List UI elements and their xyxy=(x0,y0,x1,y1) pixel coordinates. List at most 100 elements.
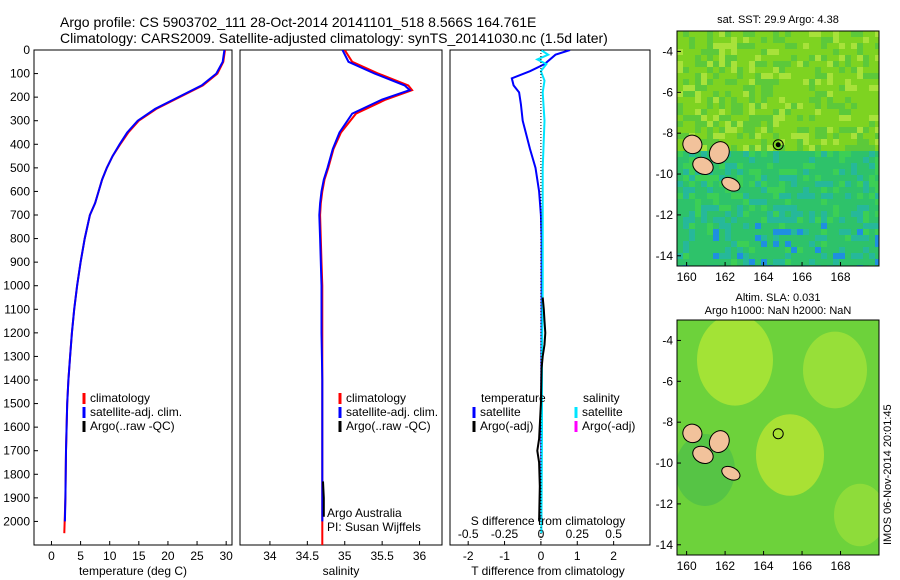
sst-cell xyxy=(845,187,851,193)
sst-cell xyxy=(875,217,879,223)
sst-cell xyxy=(797,229,803,235)
sst-cell xyxy=(857,175,863,181)
sst-cell xyxy=(809,229,815,235)
x-tick-label: 34.5 xyxy=(296,549,320,563)
sst-cell xyxy=(857,139,863,145)
legend-label: Argo(..raw -QC) xyxy=(346,419,431,433)
sst-cell xyxy=(731,121,737,127)
sst-cell xyxy=(869,91,875,97)
sst-cell xyxy=(809,97,815,103)
sst-cell xyxy=(701,43,707,49)
sst-cell xyxy=(869,97,875,103)
sst-cell xyxy=(749,145,755,151)
sst-cell xyxy=(791,91,797,97)
sst-cell xyxy=(779,115,785,121)
sst-cell xyxy=(677,67,683,73)
sst-cell xyxy=(695,37,701,43)
sst-cell xyxy=(755,127,761,133)
sst-cell xyxy=(875,247,879,253)
sst-cell xyxy=(797,121,803,127)
sst-cell xyxy=(761,199,767,205)
sst-cell xyxy=(863,223,869,229)
sst-cell xyxy=(773,235,779,241)
sst-cell xyxy=(791,79,797,85)
sst-cell xyxy=(821,91,827,97)
sst-cell xyxy=(869,49,875,55)
sst-cell xyxy=(779,109,785,115)
sst-cell xyxy=(755,67,761,73)
sst-cell xyxy=(749,85,755,91)
sst-cell xyxy=(809,73,815,79)
salinity-panel: 34 34.5 35 35.5 36 salinity climatologysatel… xyxy=(239,49,443,578)
sst-cell xyxy=(701,259,707,265)
sst-cell xyxy=(797,145,803,151)
sst-cell xyxy=(791,163,797,169)
sst-cell xyxy=(743,247,749,253)
sst-cell xyxy=(851,241,857,247)
sst-cell xyxy=(731,139,737,145)
sst-cell xyxy=(821,37,827,43)
sst-cell xyxy=(749,73,755,79)
sst-cell xyxy=(875,175,879,181)
sst-cell xyxy=(785,103,791,109)
sst-cell xyxy=(683,181,689,187)
sst-cell xyxy=(701,229,707,235)
sst-cell xyxy=(761,115,767,121)
sst-cell xyxy=(857,79,863,85)
sst-cell xyxy=(875,205,879,211)
sst-cell xyxy=(785,145,791,151)
sst-cell xyxy=(695,217,701,223)
sst-cell xyxy=(863,175,869,181)
sst-cell xyxy=(839,223,845,229)
sst-cell xyxy=(845,61,851,67)
sst-cell xyxy=(773,247,779,253)
sst-cell xyxy=(857,37,863,43)
sst-cell xyxy=(875,109,879,115)
sst-cell xyxy=(707,115,713,121)
sst-cell xyxy=(683,157,689,163)
sst-cell xyxy=(767,127,773,133)
sst-cell xyxy=(719,187,725,193)
sst-cell xyxy=(731,31,737,37)
sst-cell xyxy=(743,85,749,91)
sst-cell xyxy=(755,199,761,205)
depth-tick-label: 600 xyxy=(10,184,30,198)
sst-cell xyxy=(827,169,833,175)
sst-cell xyxy=(815,115,821,121)
sst-cell xyxy=(797,91,803,97)
sst-cell xyxy=(779,157,785,163)
sst-cell xyxy=(845,193,851,199)
sst-cell xyxy=(707,247,713,253)
sst-cell xyxy=(701,49,707,55)
sst-cell xyxy=(755,43,761,49)
sst-cell xyxy=(845,85,851,91)
sst-cell xyxy=(689,73,695,79)
sst-cell xyxy=(875,223,879,229)
sst-cell xyxy=(749,115,755,121)
sst-cell xyxy=(725,91,731,97)
sst-cell xyxy=(677,181,683,187)
sst-cell xyxy=(743,37,749,43)
sst-cell xyxy=(689,247,695,253)
sst-cell xyxy=(701,181,707,187)
depth-tick-label: 1200 xyxy=(3,326,30,340)
map-y-tick-label: -6 xyxy=(662,85,673,99)
sst-cell xyxy=(683,79,689,85)
sst-cell xyxy=(713,193,719,199)
sst-cell xyxy=(827,73,833,79)
sst-cell xyxy=(755,205,761,211)
sst-cell xyxy=(833,91,839,97)
x-tick-label: 30 xyxy=(219,549,233,563)
depth-tick-label: 1500 xyxy=(3,397,30,411)
sst-heatmap xyxy=(677,31,879,266)
sst-cell xyxy=(791,43,797,49)
difference-plot-frame xyxy=(449,49,651,546)
sst-cell xyxy=(689,61,695,67)
sst-cell xyxy=(755,139,761,145)
sst-cell xyxy=(707,49,713,55)
sst-cell xyxy=(779,73,785,79)
sst-cell xyxy=(689,205,695,211)
climatology-title: Climatology: CARS2009. Satellite-adjuste… xyxy=(60,30,608,46)
map-y-tick-label: -4 xyxy=(662,333,673,347)
